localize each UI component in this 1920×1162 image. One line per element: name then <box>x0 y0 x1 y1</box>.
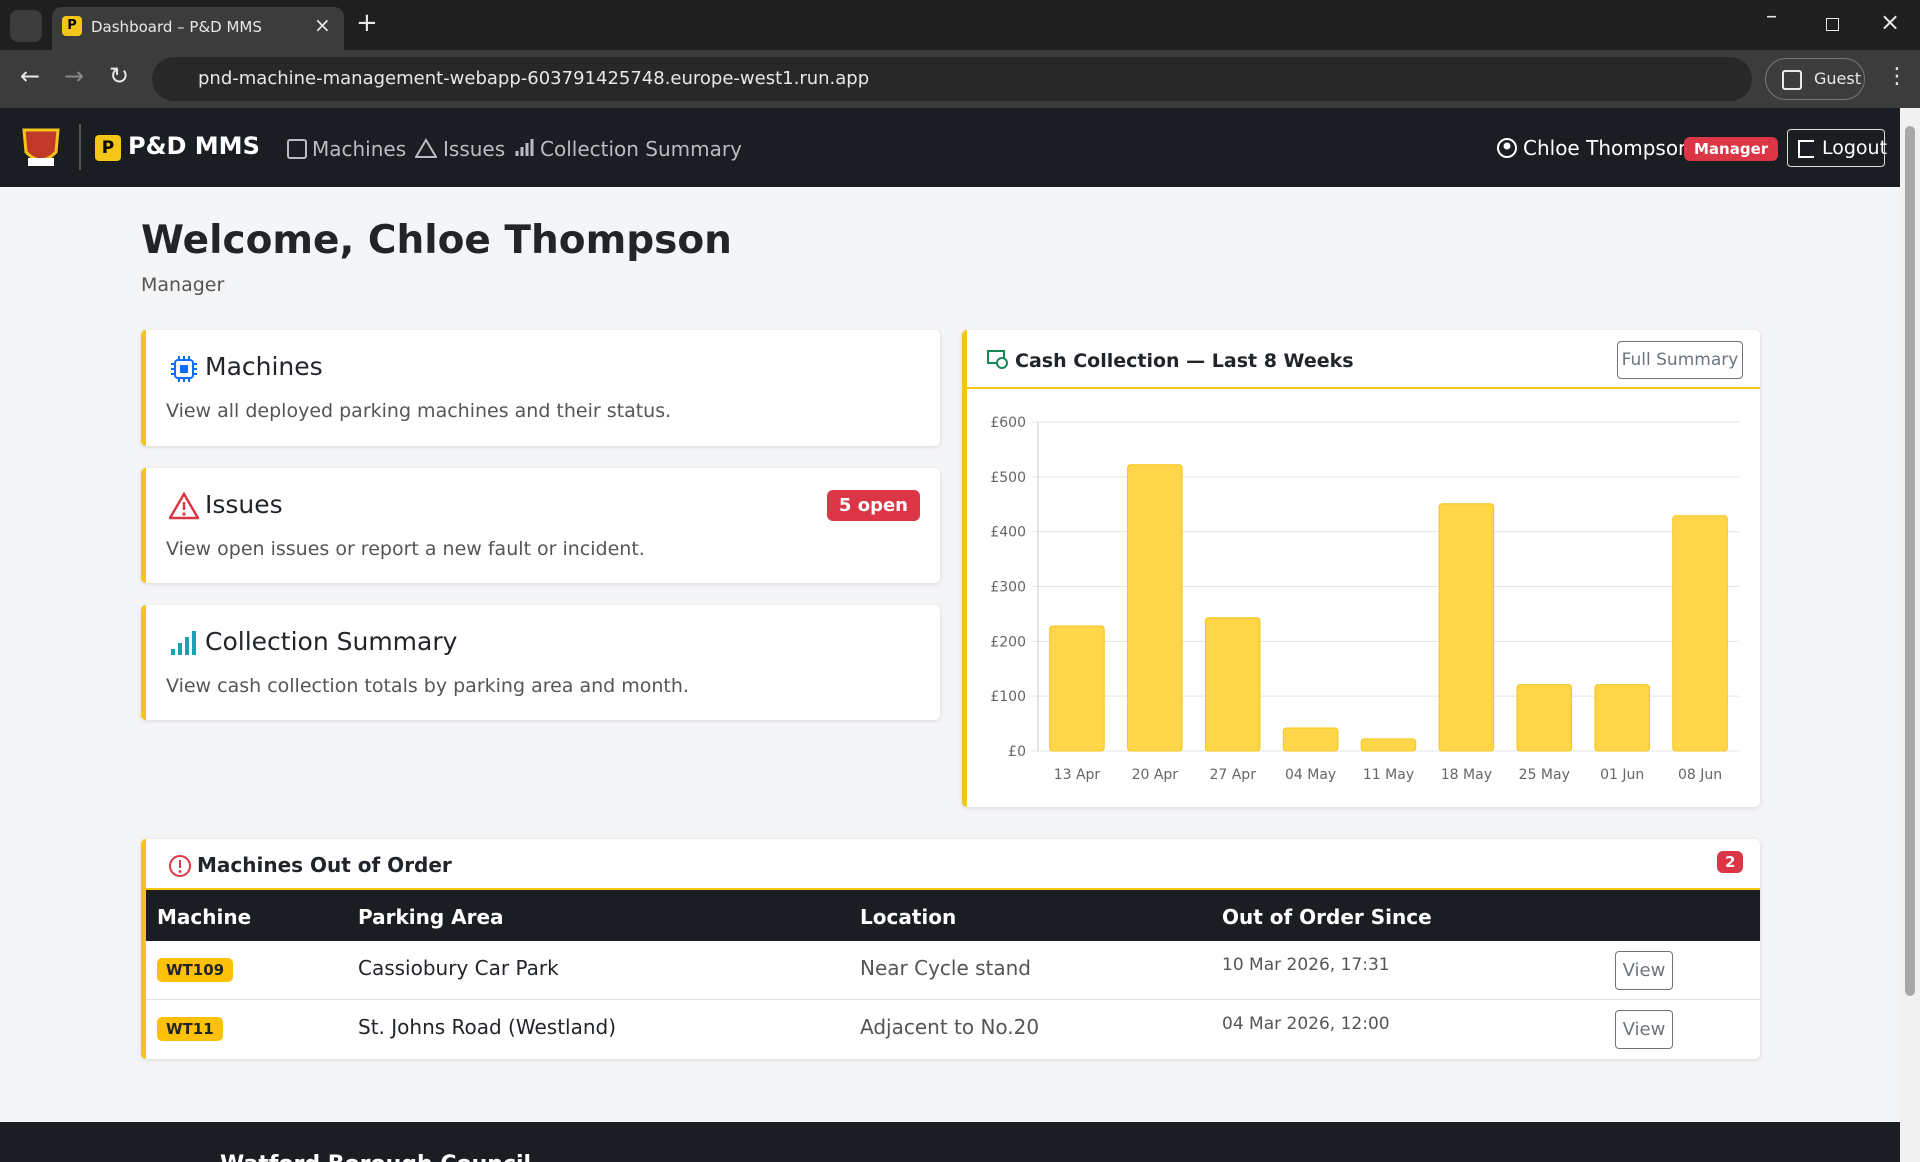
forward[interactable]: → <box>64 62 85 90</box>
active-tab[interactable]: P Dashboard – P&D MMS × <box>52 7 344 50</box>
card-text: View cash collection totals by parking a… <box>166 675 689 697</box>
footer: Watford Borough Council <box>0 1122 1900 1162</box>
reload[interactable]: ↻ <box>109 62 130 90</box>
card-text: View open issues or report a new fault o… <box>166 538 645 560</box>
profile-name: Guest <box>1814 69 1861 88</box>
x-tick-label: 08 Jun <box>1678 767 1722 783</box>
bar <box>1282 727 1339 752</box>
chart: £0 £100 £200 £300 £400 £500 £600 13 Apr 20 Apr 27… <box>990 415 1739 783</box>
y-tick-label: £500 <box>990 470 1026 486</box>
card-text: View all deployed parking machines and t… <box>166 400 672 422</box>
profile-button[interactable]: Guest <box>1765 58 1865 100</box>
nav-link[interactable]: Machines <box>312 137 407 161</box>
machine-badge: WT11 <box>157 1017 223 1041</box>
close-window[interactable]: × <box>1880 8 1901 36</box>
location: Near Cycle stand <box>860 956 1032 980</box>
card-title: Collection Summary <box>205 627 458 656</box>
column-header: Out of Order Since <box>1222 905 1432 929</box>
table-row: WT109 Cassiobury Car Park Near Cycle sta… <box>146 941 1760 1000</box>
x-tick-label: 13 Apr <box>1054 767 1101 783</box>
bar <box>1438 503 1495 752</box>
address-bar[interactable]: pnd-machine-management-webapp-6037914257… <box>152 57 1752 101</box>
bar <box>1594 684 1650 752</box>
url: pnd-machine-management-webapp-6037914257… <box>198 68 870 89</box>
bar <box>1204 617 1261 752</box>
collection-card[interactable]: Collection Summary View cash collection … <box>141 605 940 720</box>
scroll-thumb[interactable] <box>1905 126 1915 996</box>
location: Adjacent to No.20 <box>860 1015 1040 1039</box>
y-tick-label: £200 <box>990 634 1026 650</box>
x-tick-label: 04 May <box>1285 767 1336 783</box>
y-tick-label: £300 <box>990 580 1026 596</box>
tab-bar: P Dashboard – P&D MMS × + – × <box>0 0 1920 50</box>
navbar: P P&D MMS Machines Issues Collection Sum… <box>0 108 1900 187</box>
view-button[interactable]: View <box>1615 1010 1673 1049</box>
column-header: Machine <box>157 905 252 929</box>
council-logo <box>22 128 60 166</box>
scrollbar <box>1900 108 1920 1162</box>
y-tick-label: £400 <box>990 525 1026 541</box>
table-header: Machine Parking Area Location Out of Ord… <box>146 890 1760 941</box>
bar <box>1672 515 1728 752</box>
x-tick-label: 01 Jun <box>1600 767 1644 783</box>
brand-icon: P <box>95 135 121 161</box>
machine-badge: WT109 <box>157 958 234 982</box>
x-tick-label: 20 Apr <box>1132 767 1179 783</box>
new-tab[interactable]: + <box>356 8 378 38</box>
welcome-title: Welcome, Chloe Thompson <box>141 218 732 263</box>
x-tick-label: 27 Apr <box>1209 767 1256 783</box>
bar <box>1049 625 1105 752</box>
minimize[interactable]: – <box>1766 4 1777 29</box>
menu[interactable]: ⋮ <box>1886 64 1908 89</box>
brand[interactable]: P&D MMS <box>128 132 260 160</box>
bar <box>1360 738 1417 752</box>
card-title: Machines <box>205 352 323 381</box>
view-button[interactable]: View <box>1615 951 1673 990</box>
role-badge: Manager <box>1684 137 1779 161</box>
footer-text: Watford Borough Council <box>220 1152 531 1162</box>
machines-card[interactable]: Machines View all deployed parking machi… <box>141 330 940 446</box>
since: 04 Mar 2026, 12:00 <box>1222 1014 1390 1034</box>
parking-area: Cassiobury Car Park <box>358 956 559 980</box>
x-tick-label: 11 May <box>1363 767 1414 783</box>
x-tick-label: 25 May <box>1519 767 1570 783</box>
logout-label: Logout <box>1822 137 1888 159</box>
column-header: Location <box>860 905 957 929</box>
tab-icon: P <box>62 16 82 36</box>
table-row: WT11 St. Johns Road (Westland) Adjacent … <box>146 1000 1760 1059</box>
out-of-order-panel: Machines Out of Order 2 Machine Parking … <box>141 839 1760 1059</box>
logout-button[interactable]: Logout <box>1787 129 1888 167</box>
bar <box>1516 684 1573 752</box>
card-title: Issues <box>205 490 283 519</box>
issues-badge: 5 open <box>826 490 920 521</box>
tab-close[interactable]: × <box>314 13 331 37</box>
since: 10 Mar 2026, 17:31 <box>1222 955 1390 975</box>
column-header: Parking Area <box>358 905 504 929</box>
y-tick-label: £100 <box>990 689 1026 705</box>
bar <box>1127 464 1183 752</box>
welcome-subtitle: Manager <box>141 274 225 296</box>
tab-title: Dashboard – P&D MMS <box>91 18 262 36</box>
y-tick-label: £600 <box>990 415 1026 431</box>
full-summary-button[interactable]: Full Summary <box>1617 341 1743 379</box>
y-tick-label: £0 <box>1008 744 1026 760</box>
toolbar: ← → ↻ pnd-machine-management-webapp-6037… <box>0 50 1920 108</box>
x-tick-label: 18 May <box>1441 767 1492 783</box>
back[interactable]: ← <box>20 62 41 90</box>
nav-link[interactable]: Collection Summary <box>540 137 742 161</box>
issues-card[interactable]: Issues View open issues or report a new … <box>141 468 940 583</box>
tab-search[interactable] <box>10 10 42 42</box>
panel-title: Machines Out of Order <box>197 853 452 877</box>
maximize[interactable] <box>1826 18 1839 31</box>
user-name: Chloe Thompson <box>1523 136 1691 160</box>
parking-area: St. Johns Road (Westland) <box>358 1015 617 1039</box>
chart-title: Cash Collection — Last 8 Weeks <box>1015 350 1354 372</box>
count-badge: 2 <box>1717 851 1744 873</box>
nav-link[interactable]: Issues <box>443 137 506 161</box>
